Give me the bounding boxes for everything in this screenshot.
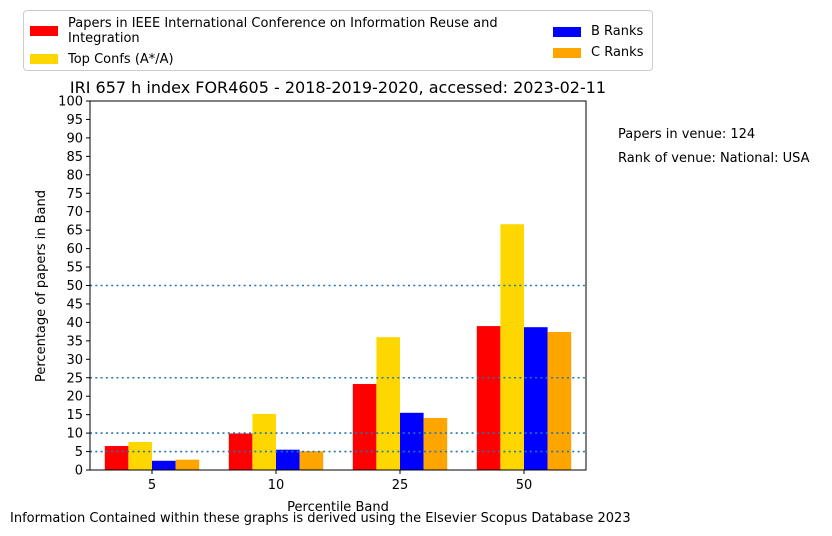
bar-10-series-1: [252, 413, 276, 470]
bar-10-series-2: [276, 449, 300, 470]
x-tick-label-5: 5: [148, 478, 156, 493]
y-tick-label-10: 10: [66, 427, 83, 442]
bar-10-series-0: [228, 433, 253, 470]
bar-5-series-3: [175, 459, 200, 470]
y-tick-label-25: 25: [66, 371, 83, 386]
legend: Papers in IEEE International Conference …: [23, 10, 653, 71]
x-tick-label-25: 25: [392, 478, 409, 493]
legend-label-b-ranks: B Ranks: [591, 24, 644, 39]
bars-layer: [104, 224, 572, 470]
bar-25-series-3: [423, 417, 448, 470]
bar-50-series-2: [524, 327, 548, 470]
y-tick-label-0: 0: [75, 464, 83, 479]
y-tick-label-65: 65: [66, 224, 83, 239]
y-axis-label: Percentage of papers in Band: [34, 190, 49, 382]
y-tick-label-75: 75: [66, 187, 83, 202]
bar-25-series-2: [400, 412, 424, 470]
x-tick-label-50: 50: [516, 478, 533, 493]
bar-50-series-3: [547, 331, 572, 470]
y-tick-label-50: 50: [66, 279, 83, 294]
bar-25-series-1: [376, 337, 400, 470]
y-tick-label-80: 80: [66, 168, 83, 183]
rank-of-venue-note: Rank of venue: National: USA: [618, 151, 810, 166]
y-tick-label-45: 45: [66, 297, 83, 312]
legend-swatch-venue: [30, 26, 58, 36]
y-axis: 0 5 10 15 20 25 30 35 40 45 50 55 60 65 70 75 80 85 90 95 10…: [58, 95, 90, 479]
y-tick-label-55: 55: [66, 261, 83, 276]
y-tick-label-85: 85: [66, 150, 83, 165]
y-tick-label-20: 20: [66, 390, 83, 405]
y-tick-label-5: 5: [75, 445, 83, 460]
bar-25-series-0: [352, 384, 377, 470]
data-source-footer: Information Contained within these graph…: [10, 511, 631, 526]
bar-50-series-0: [476, 326, 501, 470]
y-tick-label-15: 15: [66, 408, 83, 423]
x-axis: 5 10 25 50: [148, 470, 532, 493]
y-tick-label-70: 70: [66, 205, 83, 220]
papers-in-venue-note: Papers in venue: 124: [618, 127, 756, 142]
legend-swatch-c-ranks: [553, 48, 581, 58]
bar-5-series-0: [104, 446, 129, 470]
legend-label-top-confs: Top Confs (A*/A): [68, 52, 174, 67]
x-axis-label: Percentile Band: [287, 500, 389, 515]
y-tick-label-60: 60: [66, 242, 83, 257]
y-tick-label-90: 90: [66, 131, 83, 146]
legend-swatch-b-ranks: [553, 27, 581, 37]
chart-title: IRI 657 h index FOR4605 - 2018-2019-2020…: [70, 78, 606, 97]
y-tick-label-35: 35: [66, 334, 83, 349]
y-tick-label-30: 30: [66, 353, 83, 368]
bar-5-series-2: [152, 460, 176, 470]
legend-label-venue: Papers in IEEE International Conference …: [68, 16, 498, 46]
legend-swatch-top-confs: [30, 54, 58, 64]
bar-50-series-1: [500, 224, 524, 470]
bar-5-series-1: [128, 441, 152, 470]
y-tick-label-95: 95: [66, 113, 83, 128]
bar-10-series-3: [299, 451, 324, 470]
x-tick-label-10: 10: [268, 478, 285, 493]
y-tick-label-40: 40: [66, 316, 83, 331]
y-tick-label-100: 100: [58, 95, 83, 110]
legend-label-c-ranks: C Ranks: [591, 45, 644, 60]
